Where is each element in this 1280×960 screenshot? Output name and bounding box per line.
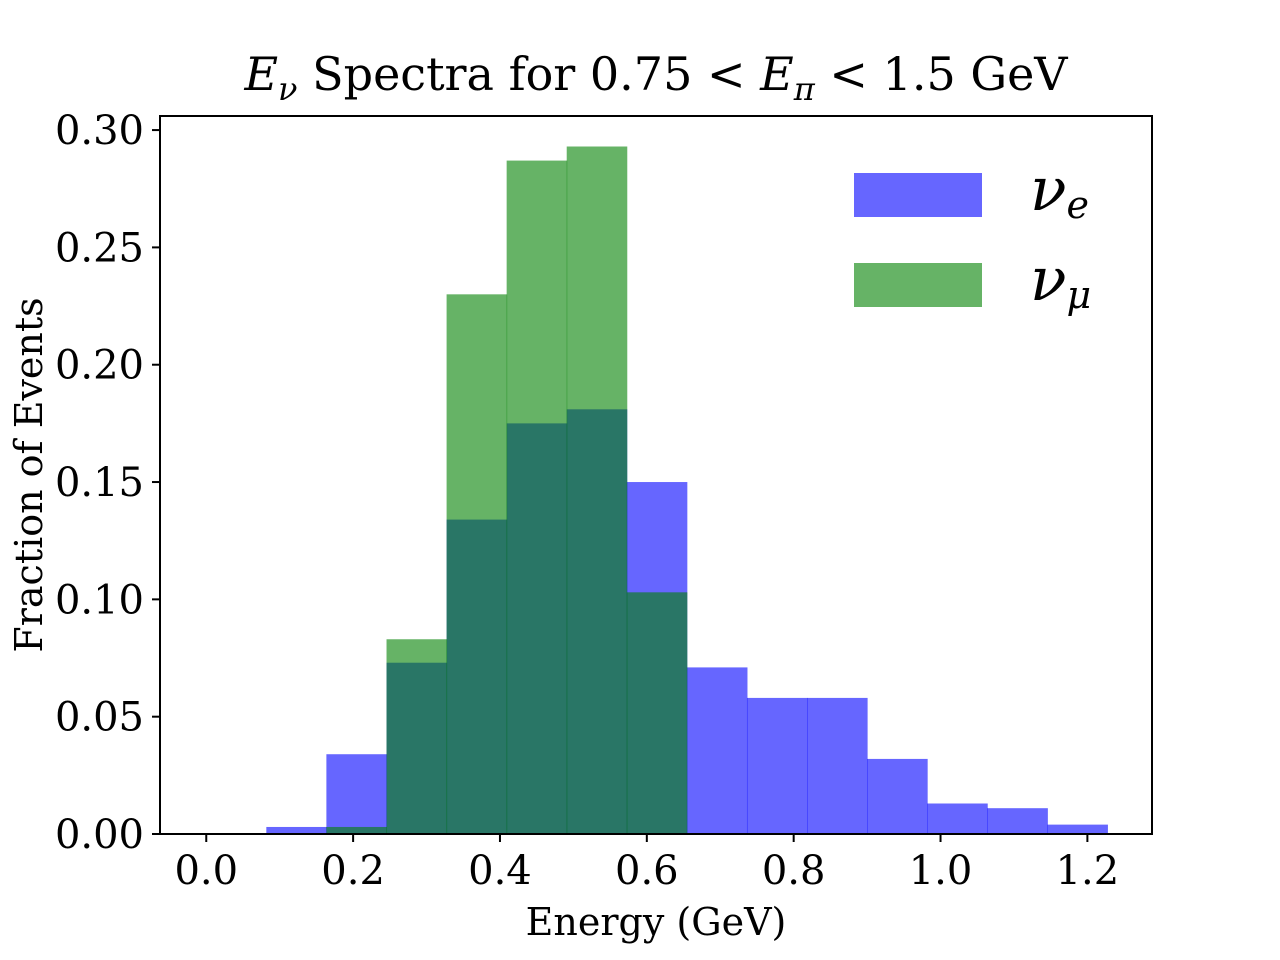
- axes-frame: [159, 115, 1153, 835]
- x-tick-label: 1.2: [1056, 848, 1120, 894]
- bar-series1-bin4: [446, 294, 508, 834]
- y-tick-label: 0.20: [55, 343, 144, 389]
- y-tick-label: 0.05: [55, 695, 144, 741]
- bar-series0-bin12: [927, 803, 988, 834]
- x-axis-ticks: 0.0 0.2 0.4 0.6 0.8 1.0 1.2: [174, 834, 1119, 894]
- legend-swatch-nu-e: [854, 173, 982, 217]
- title-energy-symbol: E: [243, 47, 278, 101]
- y-tick-label: 0.25: [55, 225, 144, 271]
- bar-series1-bin5: [506, 160, 568, 835]
- bar-series0-bin1: [266, 826, 327, 834]
- bar-series0-bin2: [326, 754, 388, 834]
- y-tick-label: 0.10: [55, 577, 144, 623]
- title-end-text: < 1.5 GeV: [815, 47, 1069, 101]
- histogram-bars: [266, 146, 1108, 835]
- x-tick-label: 1.0: [909, 848, 973, 894]
- bar-series0-bin14: [1047, 824, 1108, 834]
- title-middle-text: Spectra for 0.75 <: [298, 47, 761, 101]
- legend-label-nu-mu: νμ: [1030, 245, 1091, 317]
- bar-series0-bin11: [867, 758, 928, 834]
- x-tick-label: 0.4: [468, 848, 532, 894]
- bar-series1-bin2: [326, 826, 388, 834]
- chart-title: Eν Spectra for 0.75 < Eπ < 1.5 GeV: [243, 47, 1068, 108]
- title-energy-subscript: ν: [278, 70, 297, 108]
- bar-series0-bin8: [686, 667, 748, 834]
- legend: νe νμ: [854, 155, 1091, 317]
- x-axis-label: Energy (GeV): [526, 900, 787, 944]
- bar-series0-bin10: [807, 697, 868, 834]
- bar-series0-bin13: [987, 808, 1048, 834]
- legend-label-nu-e: νe: [1030, 155, 1089, 227]
- y-axis-label: Fraction of Events: [7, 297, 51, 652]
- bar-series1-bin6: [566, 146, 628, 834]
- x-tick-label: 0.8: [762, 848, 826, 894]
- bar-series0-bin9: [746, 697, 808, 834]
- bar-series1-bin3: [386, 639, 448, 834]
- y-tick-label: 0.15: [55, 460, 144, 506]
- title-pion-symbol: E: [759, 47, 794, 101]
- y-tick-label: 0.00: [55, 812, 144, 858]
- legend-swatch-nu-mu: [854, 263, 982, 307]
- title-pion-subscript: π: [793, 70, 816, 108]
- x-tick-label: 0.2: [321, 848, 385, 894]
- x-tick-label: 0.6: [615, 848, 679, 894]
- y-tick-label: 0.30: [55, 108, 144, 154]
- bar-series1-bin7: [626, 592, 688, 834]
- y-axis-ticks: 0.00 0.05 0.10 0.15 0.20 0.25 0.30: [55, 108, 160, 858]
- x-tick-label: 0.0: [174, 848, 238, 894]
